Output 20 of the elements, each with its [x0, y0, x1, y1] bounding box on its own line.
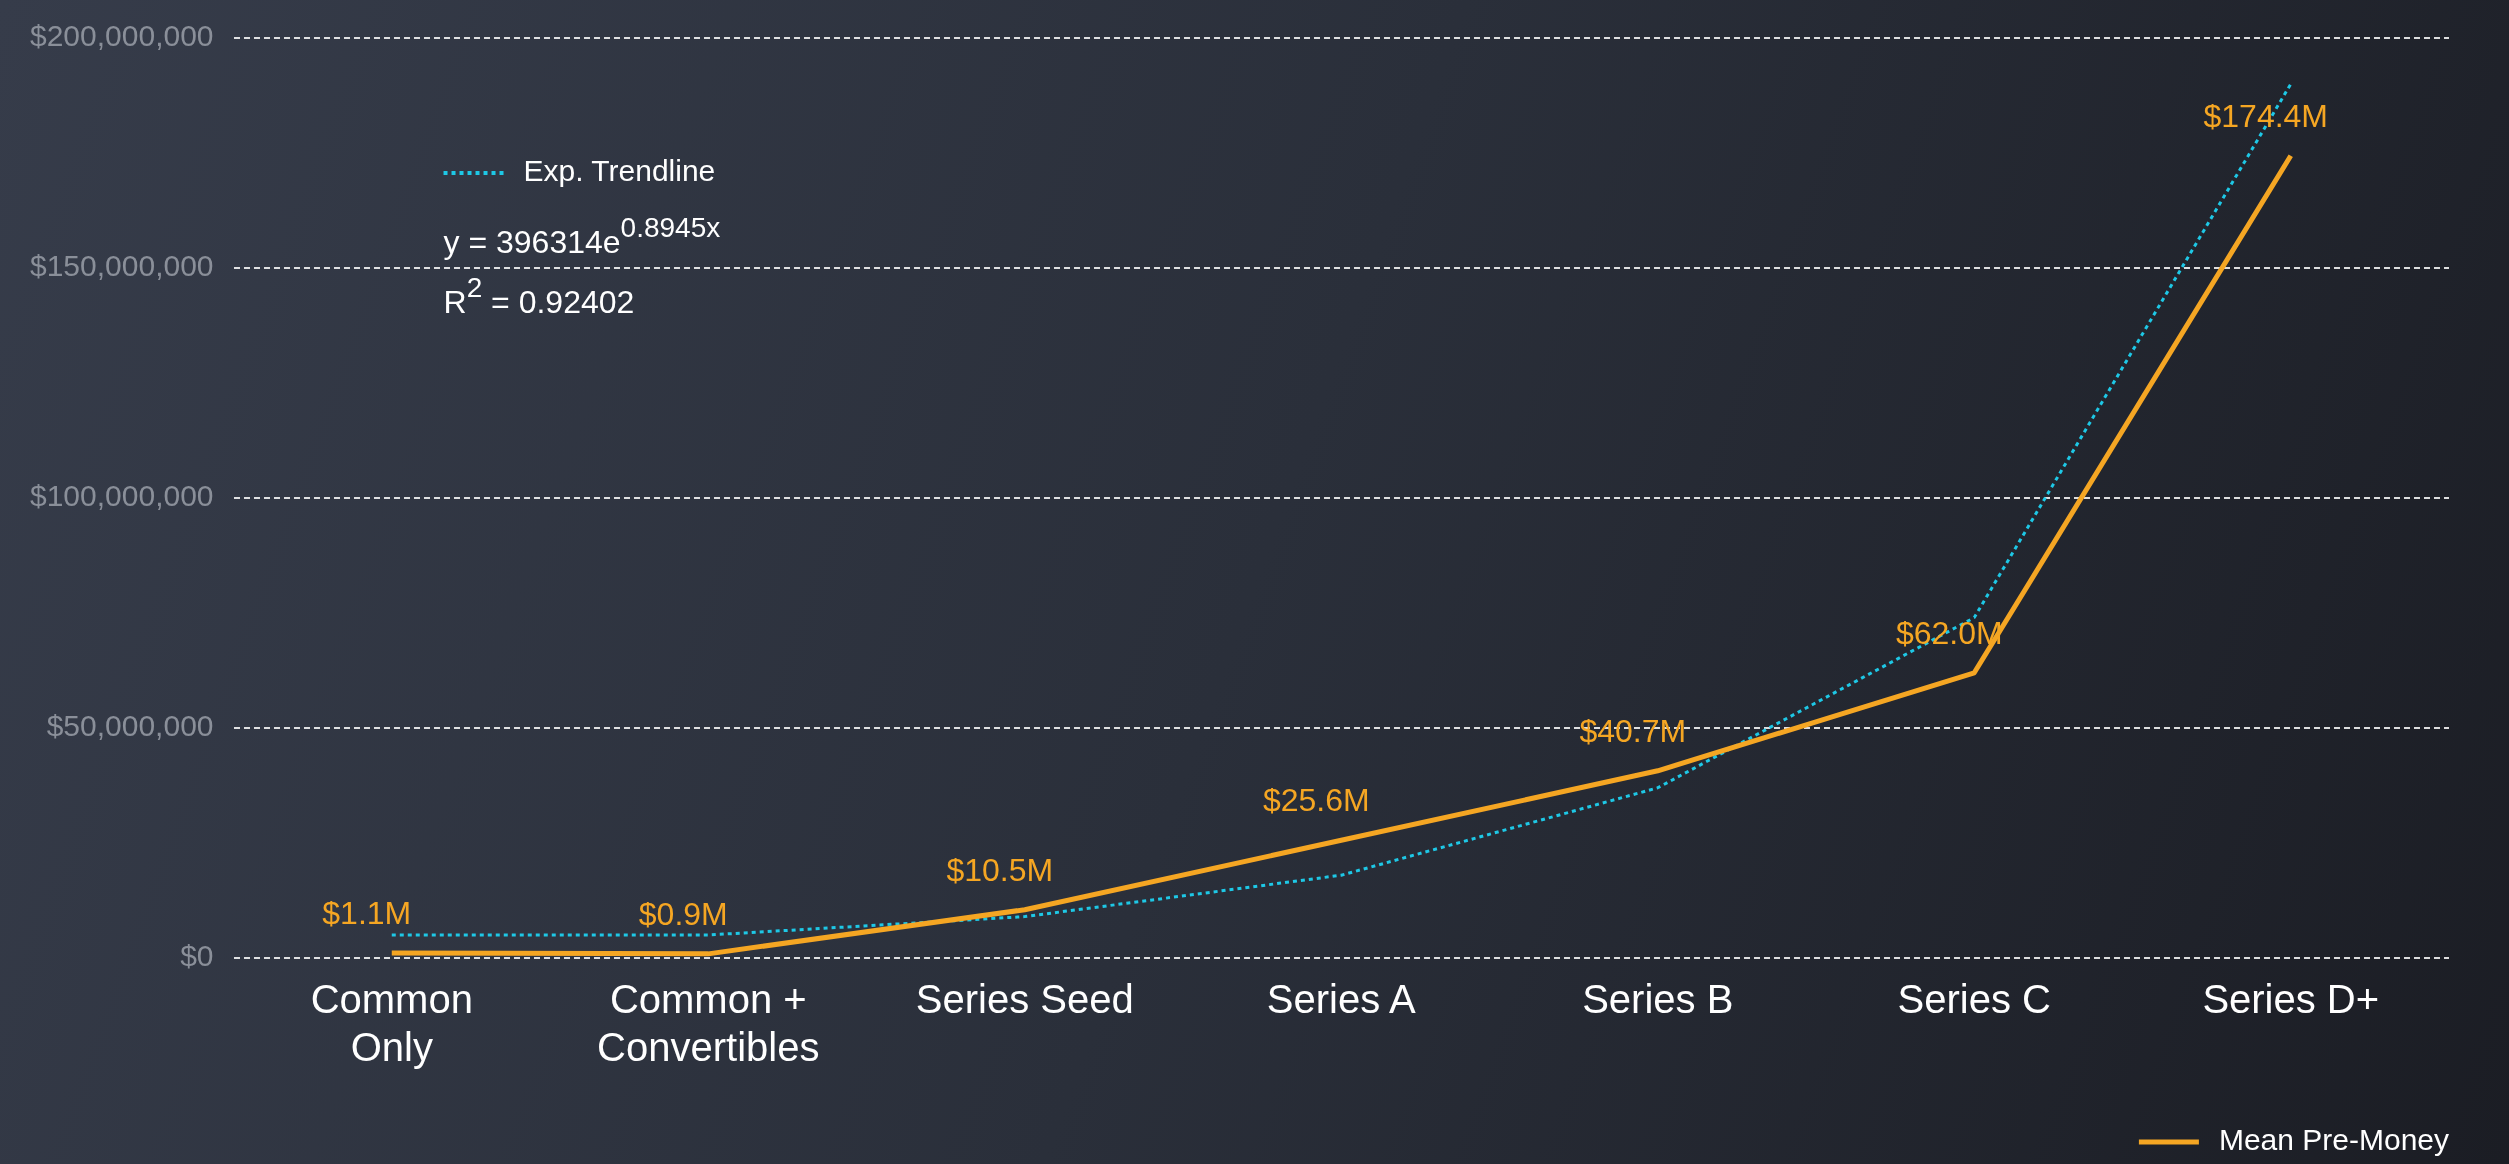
- x-tick-label: Series A: [1266, 977, 1417, 1022]
- x-tick-label: Series D+: [2202, 977, 2380, 1022]
- data-label: $174.4M: [2203, 97, 2329, 134]
- y-tick-label: $150,000,000: [30, 249, 214, 283]
- y-tick-label: $0: [180, 939, 214, 973]
- x-tick-label: Series B: [1582, 977, 1734, 1022]
- data-label: $40.7M: [1579, 712, 1687, 749]
- data-label: $10.5M: [946, 851, 1054, 888]
- x-tick-label: Common Only: [310, 977, 473, 1070]
- data-label: $25.6M: [1262, 782, 1370, 819]
- data-label: $0.9M: [638, 895, 728, 932]
- y-tick-label: $200,000,000: [30, 19, 214, 53]
- legend-label: Mean Pre-Money: [2218, 1123, 2450, 1157]
- x-tick-label: Common + Convertibles: [597, 977, 820, 1070]
- legend-label: Exp. Trendline: [523, 154, 716, 188]
- data-label: $1.1M: [322, 894, 412, 931]
- y-tick-label: $100,000,000: [30, 479, 214, 513]
- y-tick-label: $50,000,000: [46, 709, 214, 743]
- x-tick-label: Series Seed: [915, 977, 1134, 1022]
- x-tick-label: Series C: [1897, 977, 2051, 1022]
